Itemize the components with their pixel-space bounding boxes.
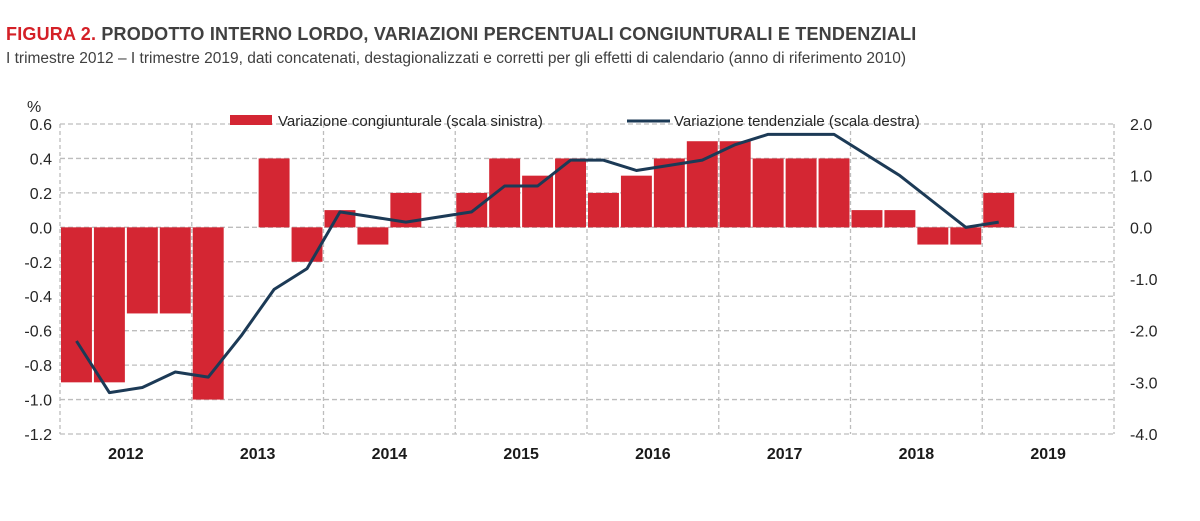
bar-series xyxy=(61,141,1015,400)
left-axis-tick: 0.6 xyxy=(30,117,52,134)
right-axis-tick: -3.0 xyxy=(1130,375,1158,392)
bar-2014Q2 xyxy=(357,227,389,245)
bar-2018Q3 xyxy=(917,227,949,245)
left-axis-tick: -0.6 xyxy=(24,324,52,341)
bar-2018Q4 xyxy=(950,227,982,245)
figure-label: FIGURA 2. xyxy=(6,24,97,44)
left-axis-unit: % xyxy=(27,99,41,116)
x-axis-year-label: 2012 xyxy=(108,446,144,463)
right-axis-tick: -1.0 xyxy=(1130,272,1158,289)
bar-2013Q4 xyxy=(291,227,323,262)
bar-2012Q3 xyxy=(126,227,158,314)
bar-2016Q1 xyxy=(588,192,619,228)
bar-2016Q3 xyxy=(653,158,685,228)
bar-2016Q2 xyxy=(620,175,652,228)
left-axis-tick: 0.0 xyxy=(30,220,52,237)
bar-2018Q1 xyxy=(851,210,883,228)
title-text: PRODOTTO INTERNO LORDO, VARIAZIONI PERCE… xyxy=(101,24,917,44)
left-axis-tick: -1.2 xyxy=(24,427,52,444)
x-axis-year-label: 2017 xyxy=(767,446,803,463)
right-axis-tick: 1.0 xyxy=(1130,169,1152,186)
axes: %0.6 0.4 0.2 0.0 -0.2 -0.4 -0.6 -0.8 -1.0 -1.2 2.0… xyxy=(24,99,1157,463)
x-axis-year-label: 2014 xyxy=(372,446,408,463)
x-axis-year-label: 2016 xyxy=(635,446,671,463)
bar-2017Q4 xyxy=(818,158,850,228)
legend-swatch-bar xyxy=(230,115,272,125)
chart-subtitle: I trimestre 2012 – I trimestre 2019, dat… xyxy=(6,50,907,67)
gridlines xyxy=(59,123,1115,435)
left-axis-tick: -0.2 xyxy=(24,255,52,272)
left-axis-tick: -0.8 xyxy=(24,358,52,375)
legend: Variazione congiunturale (scala sinistra… xyxy=(230,113,920,130)
legend-label-bar: Variazione congiunturale (scala sinistra… xyxy=(278,113,543,130)
bar-2018Q2 xyxy=(884,210,916,228)
bar-2017Q1 xyxy=(719,141,751,228)
x-axis-year-label: 2013 xyxy=(240,446,276,463)
bar-2013Q1 xyxy=(192,227,224,400)
chart-title: FIGURA 2. PRODOTTO INTERNO LORDO, VARIAZ… xyxy=(6,24,916,45)
bar-2013Q3 xyxy=(258,158,290,228)
bar-2019Q1 xyxy=(983,192,1015,228)
legend-label-line: Variazione tendenziale (scala destra) xyxy=(674,113,920,130)
right-axis-tick: 0.0 xyxy=(1130,220,1152,237)
right-axis-tick: -4.0 xyxy=(1130,427,1158,444)
x-axis-year-label: 2015 xyxy=(503,446,539,463)
right-axis-tick: -2.0 xyxy=(1130,324,1158,341)
x-axis-year-label: 2018 xyxy=(899,446,935,463)
bar-2015Q3 xyxy=(522,175,554,228)
line-series xyxy=(75,132,999,395)
bar-2012Q4 xyxy=(159,227,191,314)
left-axis-tick: 0.4 xyxy=(30,151,52,168)
x-axis-year-label: 2019 xyxy=(1030,446,1066,463)
right-axis-tick: 2.0 xyxy=(1130,117,1152,134)
bar-2012Q2 xyxy=(93,227,125,383)
bar-2017Q3 xyxy=(785,158,817,228)
bar-2017Q2 xyxy=(752,158,784,228)
left-axis-tick: -0.4 xyxy=(24,289,52,306)
left-axis-tick: -1.0 xyxy=(24,393,52,410)
left-axis-tick: 0.2 xyxy=(30,186,52,203)
